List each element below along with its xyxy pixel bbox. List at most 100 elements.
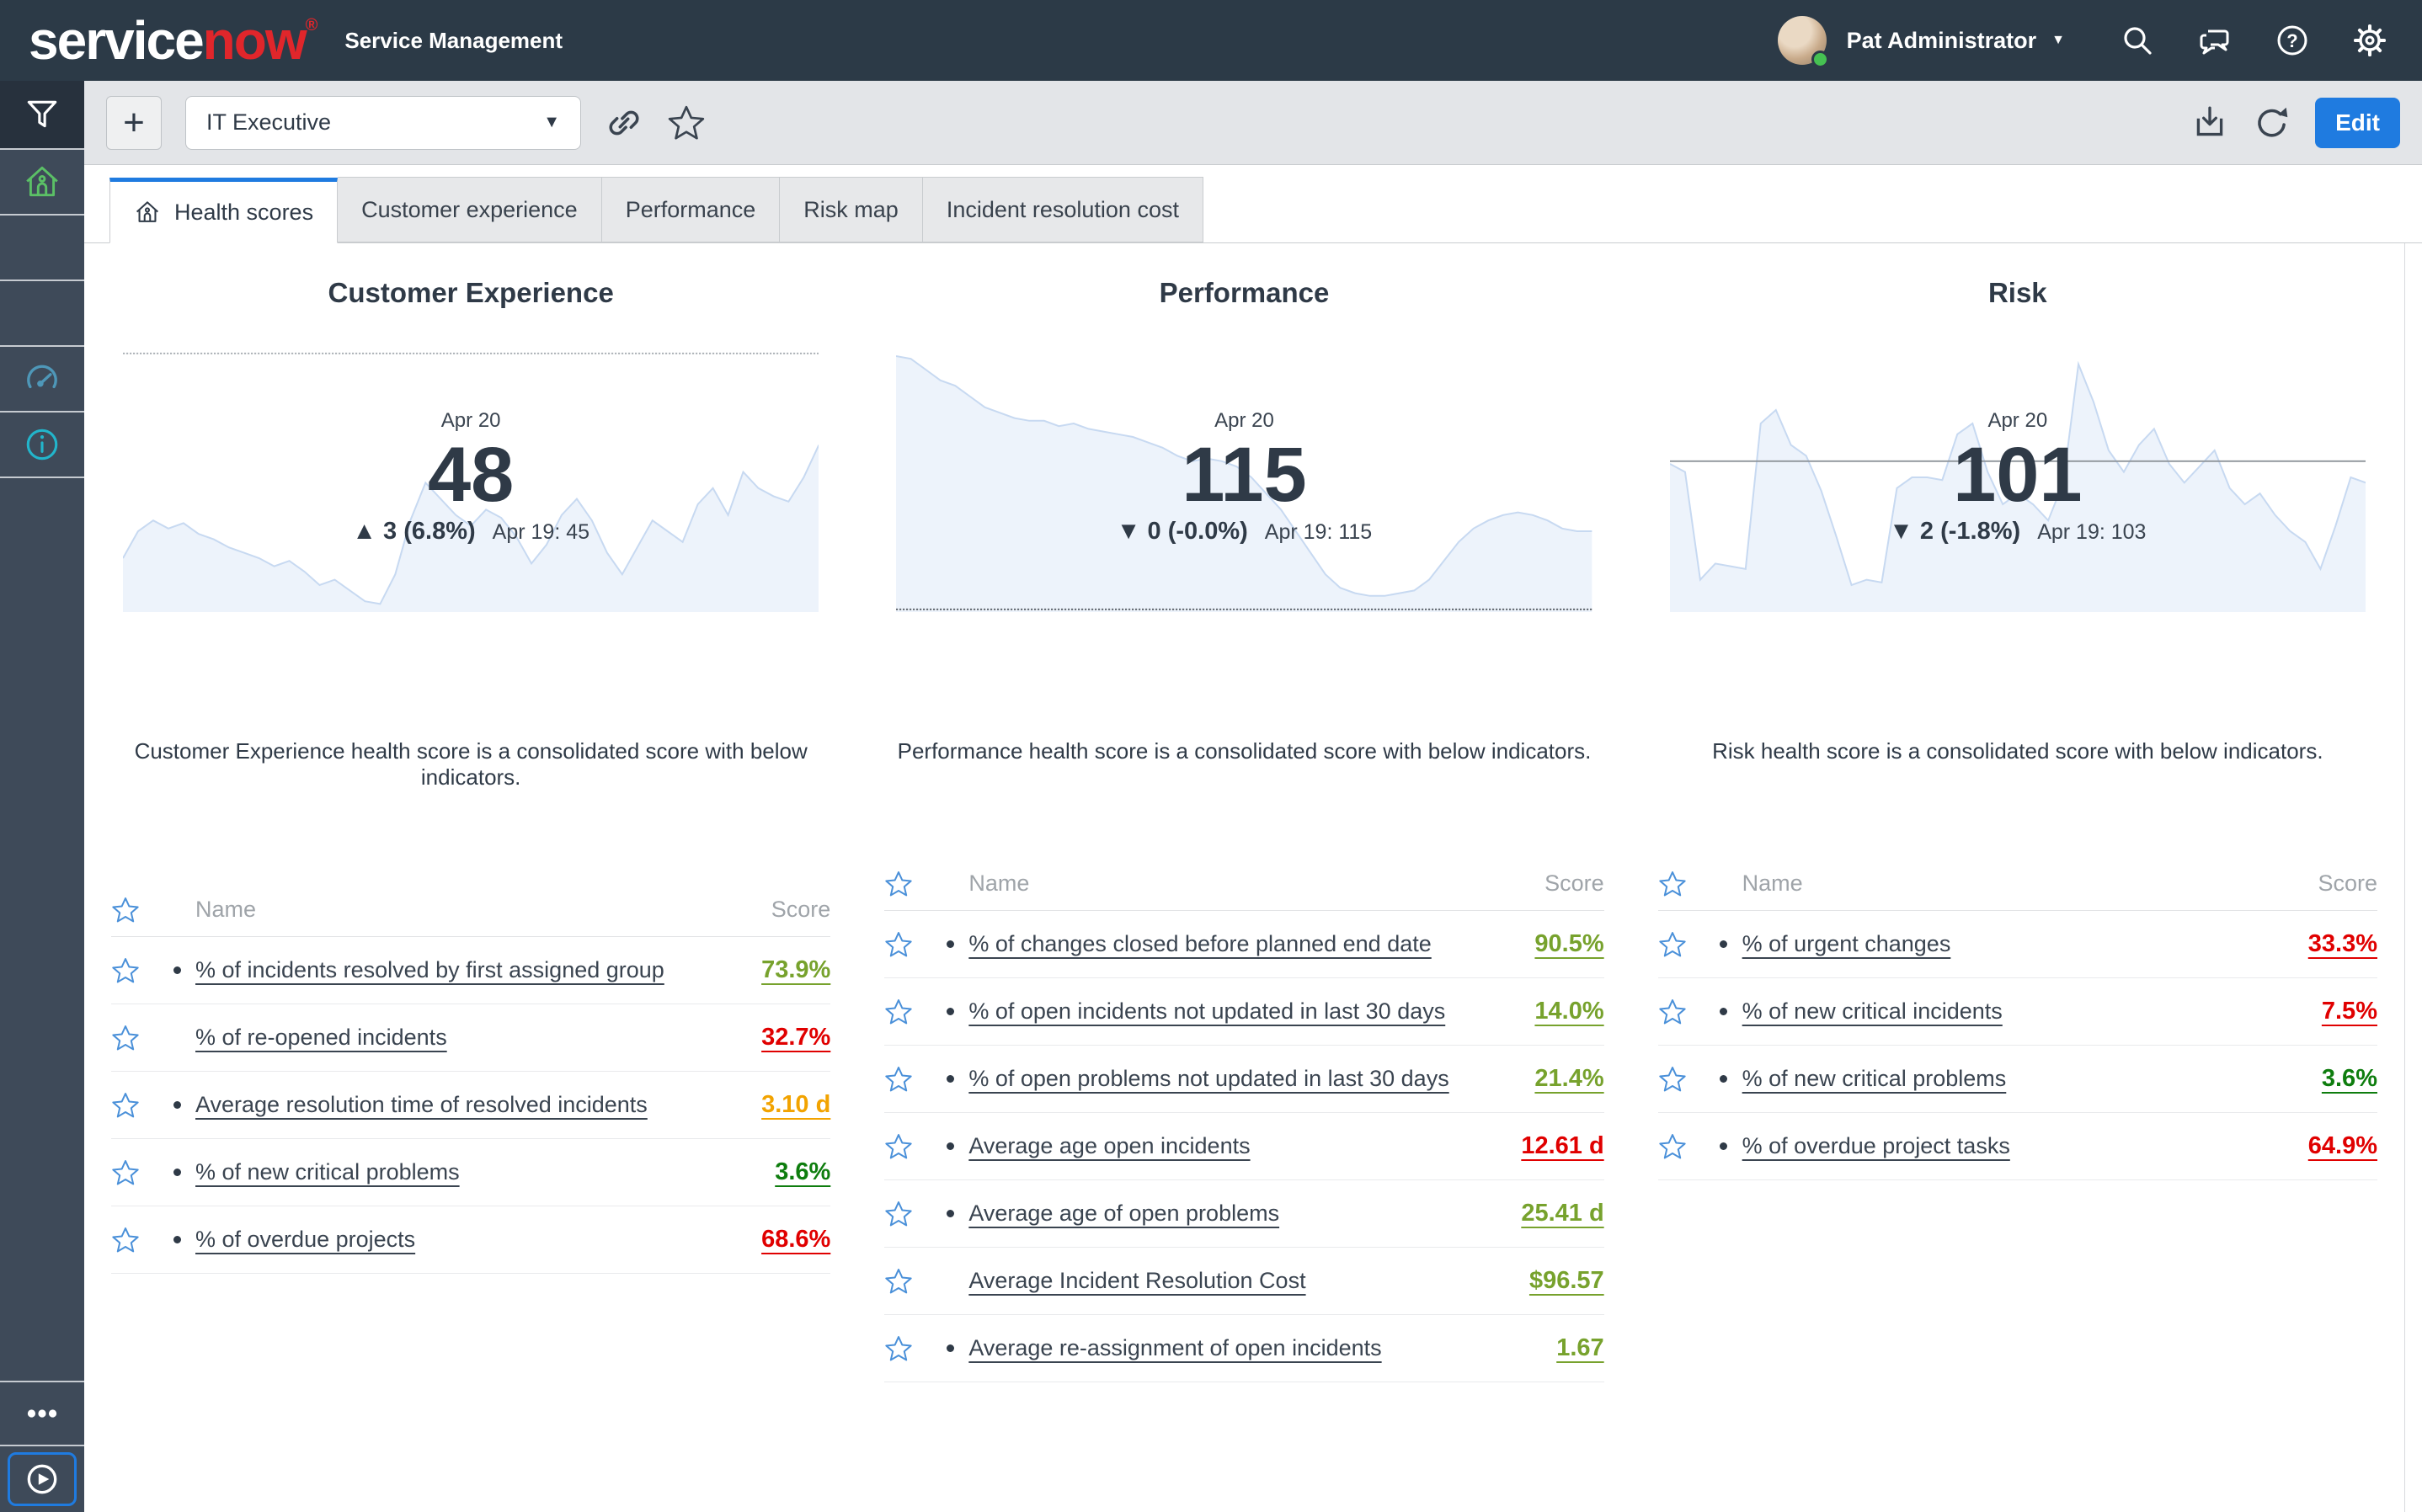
sidebar-item-filter[interactable]: [0, 81, 84, 150]
indicator-score-link[interactable]: 32.7%: [761, 1024, 831, 1051]
indicator-score-link[interactable]: 64.9%: [2307, 1132, 2377, 1159]
sidebar-item-gauge[interactable]: [0, 347, 84, 413]
tab-customer-experience[interactable]: Customer experience: [338, 177, 602, 242]
indicator-score-link[interactable]: 7.5%: [2321, 998, 2377, 1025]
refresh-icon[interactable]: [2253, 104, 2291, 142]
indicator-name-link[interactable]: % of changes closed before planned end d…: [968, 931, 1432, 956]
sidebar-item-play[interactable]: [0, 1446, 84, 1512]
indicator-row: Average Incident Resolution Cost $96.57: [884, 1248, 1604, 1315]
chat-icon[interactable]: [2196, 22, 2233, 59]
favorite-star-icon[interactable]: [1658, 1132, 1687, 1161]
indicator-score-link[interactable]: 1.67: [1556, 1334, 1604, 1361]
indicator-score-link[interactable]: 3.10 d: [761, 1091, 831, 1118]
sparkline-chart: [123, 343, 819, 612]
gear-icon[interactable]: [2351, 22, 2388, 59]
tab-performance[interactable]: Performance: [601, 177, 781, 242]
sparkline-chart: [1669, 343, 2366, 612]
sparkline-chart: [896, 343, 1592, 612]
indicator-name-link[interactable]: % of new critical problems: [1742, 1066, 2007, 1091]
indicator-table: Name Score % of incidents resolved by fi…: [111, 883, 831, 1274]
favorite-star-icon[interactable]: [111, 1024, 140, 1052]
indicator-score-link[interactable]: 12.61 d: [1521, 1132, 1604, 1159]
indicator-score-link[interactable]: 3.6%: [2321, 1065, 2377, 1092]
indicator-name-link[interactable]: Average resolution time of resolved inci…: [195, 1092, 648, 1117]
avatar[interactable]: [1777, 16, 1829, 68]
indicator-score-link[interactable]: $96.57: [1528, 1267, 1604, 1294]
search-icon[interactable]: [2119, 22, 2156, 59]
favorite-star-icon[interactable]: [1658, 1065, 1687, 1094]
indicator-name-link[interactable]: Average age of open problems: [968, 1201, 1280, 1226]
indicator-score-link[interactable]: 73.9%: [761, 956, 831, 983]
favorite-star-icon[interactable]: [884, 1065, 913, 1094]
dashboard-selector-value: IT Executive: [206, 109, 332, 135]
indicator-name-link[interactable]: % of open incidents not updated in last …: [968, 998, 1446, 1024]
indicator-table: Name Score % of changes closed before pl…: [884, 857, 1604, 1382]
indicator-name-link[interactable]: % of urgent changes: [1742, 931, 1951, 956]
indicator-row: % of overdue project tasks 64.9%: [1657, 1113, 2377, 1180]
indicator-name-link[interactable]: % of re-opened incidents: [195, 1025, 447, 1050]
favorite-star-icon[interactable]: [667, 104, 706, 142]
indicator-score-link[interactable]: 33.3%: [2307, 930, 2377, 957]
help-icon[interactable]: ?: [2274, 22, 2311, 59]
indicator-name-link[interactable]: Average age open incidents: [968, 1133, 1251, 1158]
sidebar-bottom-items: [0, 1381, 84, 1512]
score-column-header: Score: [1544, 870, 1604, 896]
favorite-star-icon[interactable]: [884, 1334, 913, 1363]
indicator-name-link[interactable]: % of new critical problems: [195, 1159, 460, 1185]
tab-health-scores[interactable]: Health scores: [109, 178, 339, 243]
sidebar-item-info[interactable]: [0, 413, 84, 478]
indicator-name-link[interactable]: Average Incident Resolution Cost: [968, 1268, 1306, 1293]
indicator-name-link[interactable]: Average re-assignment of open incidents: [968, 1335, 1382, 1360]
favorite-star-icon[interactable]: [884, 1267, 913, 1296]
indicator-score-link[interactable]: 90.5%: [1534, 930, 1604, 957]
indicator-row: % of new critical problems 3.6%: [1657, 1046, 2377, 1113]
favorite-star-icon[interactable]: [884, 1132, 913, 1161]
sidebar-spacer: [0, 478, 84, 1381]
indicator-name-link[interactable]: % of overdue projects: [195, 1227, 416, 1252]
add-dashboard-button[interactable]: +: [106, 95, 162, 150]
name-column-header: Name: [1742, 870, 1803, 896]
favorite-star-icon[interactable]: [884, 998, 913, 1026]
favorite-star-icon[interactable]: [1658, 930, 1687, 959]
favorite-star-icon[interactable]: [111, 1226, 140, 1254]
health-score-chart[interactable]: Apr 20 48 ▲ 3 (6.8%) Apr 19: 45: [123, 343, 819, 612]
indicator-score-link[interactable]: 68.6%: [761, 1226, 831, 1253]
servicenow-logo[interactable]: service now ®: [29, 13, 317, 67]
bullet-dot: [173, 1169, 181, 1176]
favorite-star-icon[interactable]: [111, 1091, 140, 1120]
indicator-table-body: % of incidents resolved by first assigne…: [111, 937, 831, 1274]
bullet-dot: [1720, 940, 1728, 948]
sidebar-item-more-options[interactable]: [0, 1381, 84, 1446]
favorite-star-icon[interactable]: [1658, 998, 1687, 1026]
indicator-score-link[interactable]: 25.41 d: [1521, 1200, 1604, 1227]
indicator-name-link[interactable]: % of incidents resolved by first assigne…: [195, 957, 664, 982]
indicator-score-link[interactable]: 14.0%: [1534, 998, 1604, 1025]
edit-button[interactable]: Edit: [2315, 97, 2400, 148]
health-score-chart[interactable]: Apr 20 115 ▼ 0 (-0.0%) Apr 19: 115: [896, 343, 1592, 612]
share-link-icon[interactable]: [605, 104, 643, 142]
favorite-star-icon[interactable]: [884, 930, 913, 959]
tab-incident-resolution-cost[interactable]: Incident resolution cost: [922, 177, 1203, 242]
health-column: Risk Apr 20 101 ▼ 2 (-1.8%) Apr 19: 103 …: [1631, 243, 2404, 1382]
download-icon[interactable]: [2190, 104, 2229, 142]
dashboard-selector[interactable]: IT Executive ▼: [185, 95, 581, 150]
favorite-star-icon[interactable]: [111, 1158, 140, 1187]
favorite-star-icon[interactable]: [884, 1200, 913, 1228]
indicator-score-link[interactable]: 21.4%: [1534, 1065, 1604, 1092]
score-column-header: Score: [2318, 870, 2377, 896]
tab-label: Performance: [625, 196, 756, 222]
indicator-table-header: Name Score: [884, 857, 1604, 911]
indicator-score-link[interactable]: 3.6%: [775, 1158, 831, 1185]
indicator-name-link[interactable]: % of open problems not updated in last 3…: [968, 1066, 1449, 1091]
sidebar-item-home[interactable]: [0, 150, 84, 216]
favorite-star-icon[interactable]: [111, 956, 140, 985]
chevron-down-icon[interactable]: ▼: [2051, 33, 2065, 47]
indicator-name-link[interactable]: % of overdue project tasks: [1742, 1133, 2010, 1158]
health-scores-panel: Customer Experience Apr 20 48 ▲ 3 (6.8%)…: [84, 243, 2405, 1512]
tab-risk-map[interactable]: Risk map: [780, 177, 923, 242]
indicator-name-link[interactable]: % of new critical incidents: [1742, 998, 2003, 1024]
star-column-header-icon: [111, 896, 140, 924]
indicator-row: % of re-opened incidents 32.7%: [111, 1004, 831, 1072]
user-menu[interactable]: Pat Administrator: [1846, 27, 2037, 53]
health-score-chart[interactable]: Apr 20 101 ▼ 2 (-1.8%) Apr 19: 103: [1669, 343, 2366, 612]
